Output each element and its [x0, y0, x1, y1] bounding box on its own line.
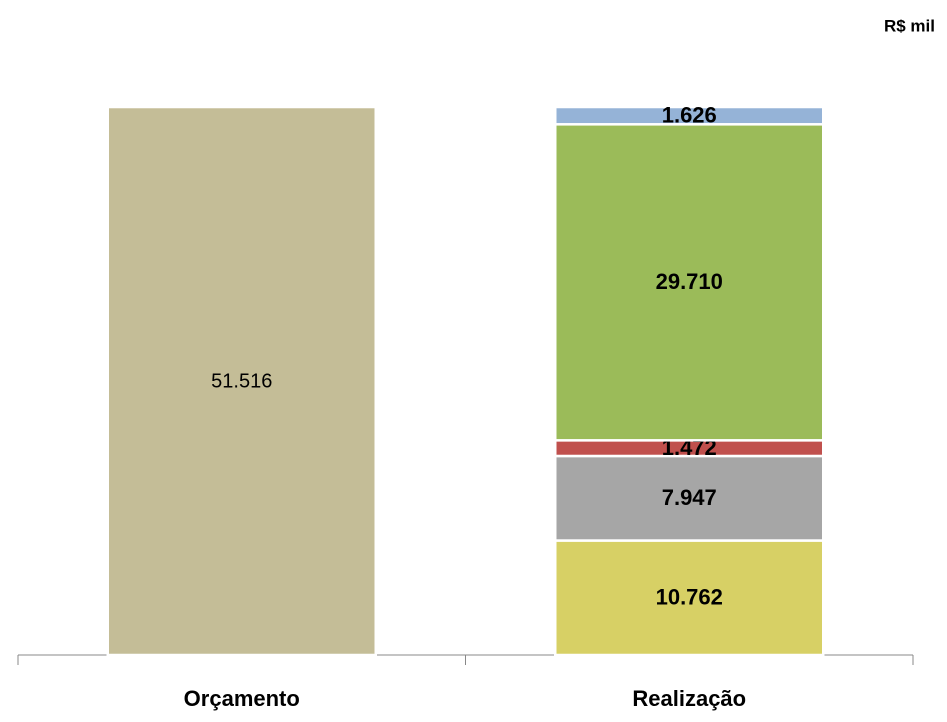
bar-segment	[554, 105, 825, 126]
data-label: 1.626	[662, 102, 717, 127]
x-tick-label: Orçamento	[184, 686, 300, 711]
data-label: 51.516	[211, 370, 272, 392]
bar-segment	[554, 123, 825, 442]
bar-segment	[554, 539, 825, 657]
data-label: 29.710	[656, 269, 723, 294]
bar-segment	[106, 105, 377, 657]
data-label: 7.947	[662, 485, 717, 510]
unit-label: R$ mil	[884, 16, 935, 35]
data-label: 10.762	[656, 585, 723, 610]
x-tick-label: Realização	[632, 686, 746, 711]
